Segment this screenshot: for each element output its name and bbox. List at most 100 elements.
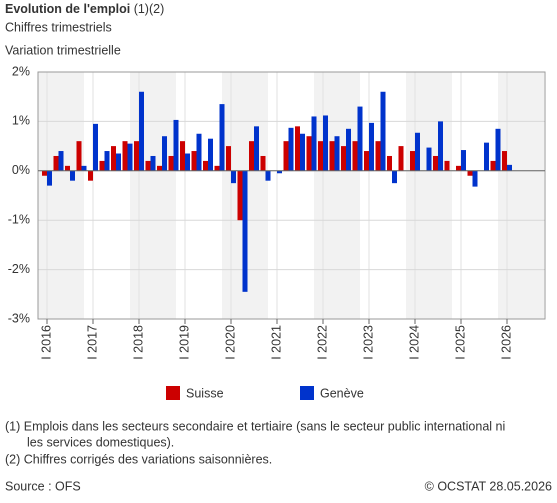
- bar: [180, 141, 185, 171]
- bar: [484, 142, 489, 171]
- bar: [70, 170, 75, 181]
- bar: [341, 146, 346, 171]
- y-tick-label: -2%: [8, 262, 30, 276]
- year-band: [406, 72, 452, 319]
- bar: [76, 141, 82, 171]
- bar: [323, 115, 328, 171]
- x-tick-label: I 2019: [177, 325, 191, 360]
- bar: [139, 91, 144, 171]
- legend-swatch: [300, 386, 314, 400]
- bar: [410, 151, 415, 171]
- bar: [231, 170, 236, 184]
- bar: [495, 128, 501, 171]
- bar: [219, 104, 225, 171]
- bar: [490, 160, 496, 171]
- bar: [438, 121, 443, 171]
- source: Source : OFS: [5, 479, 81, 493]
- bar: [47, 170, 52, 186]
- bar: [311, 116, 317, 171]
- bar: [426, 147, 432, 171]
- bar: [346, 128, 351, 171]
- x-tick-label: I 2026: [499, 325, 513, 360]
- bar: [461, 150, 466, 171]
- bar: [467, 170, 473, 176]
- bar: [380, 91, 386, 171]
- bar: [81, 165, 87, 171]
- note: les services domestiques).: [27, 435, 174, 449]
- chart-title: Evolution de l'emploi (1)(2): [5, 2, 164, 16]
- bar: [329, 141, 335, 171]
- legend-swatch: [166, 386, 180, 400]
- title-note: (1)(2): [134, 2, 165, 16]
- bar: [254, 126, 259, 171]
- bar: [265, 170, 271, 181]
- title-main: Evolution de l'emploi: [5, 2, 130, 16]
- bar: [88, 170, 93, 181]
- bar: [53, 155, 59, 171]
- bar: [208, 138, 213, 171]
- bar: [334, 136, 340, 171]
- bar: [168, 155, 174, 171]
- bar: [364, 151, 369, 171]
- y-tick-label: -3%: [8, 311, 30, 325]
- bar: [369, 122, 374, 171]
- y-axis-label: Variation trimestrielle: [5, 43, 121, 57]
- bar: [58, 151, 64, 171]
- bar: [237, 170, 243, 221]
- subtitle: Chiffres trimestriels: [5, 20, 112, 34]
- bar: [173, 119, 179, 171]
- bar: [134, 141, 139, 171]
- bar: [456, 165, 461, 171]
- x-tick-label: I 2025: [453, 325, 467, 360]
- bar: [306, 136, 312, 171]
- bar: [283, 141, 289, 171]
- bar: [116, 153, 121, 171]
- y-tick-label: 0%: [12, 163, 30, 177]
- bar: [260, 155, 266, 171]
- bar: [398, 146, 404, 171]
- bar: [375, 141, 381, 171]
- bar: [42, 170, 47, 176]
- y-tick-label: 2%: [12, 64, 30, 78]
- bar: [214, 165, 220, 171]
- bar: [93, 123, 98, 171]
- bar: [352, 141, 358, 171]
- bar: [162, 136, 167, 171]
- bar: [127, 143, 133, 171]
- bar: [507, 164, 512, 171]
- bar: [185, 153, 190, 171]
- legend-label: Genève: [320, 386, 364, 400]
- x-tick-label: I 2020: [223, 325, 237, 360]
- x-tick-label: I 2021: [269, 325, 283, 360]
- bar: [295, 126, 300, 171]
- bar: [65, 165, 70, 171]
- bar: [392, 170, 397, 184]
- bar: [111, 146, 116, 171]
- note: (2) Chiffres corrigés des variations sai…: [5, 452, 272, 466]
- bar: [502, 151, 507, 171]
- x-tick-label: I 2023: [361, 325, 375, 360]
- bar: [104, 151, 110, 171]
- x-tick-label: I 2018: [131, 325, 145, 360]
- copyright: © OCSTAT 28.05.2026: [425, 479, 552, 493]
- bar: [242, 170, 248, 292]
- bar: [415, 132, 420, 171]
- bar: [145, 160, 151, 171]
- legend-label: Suisse: [186, 386, 224, 400]
- bar: [288, 127, 294, 171]
- bar: [203, 160, 208, 171]
- x-tick-label: I 2024: [407, 325, 421, 360]
- bar: [318, 141, 323, 171]
- bar: [191, 151, 197, 171]
- y-tick-label: -1%: [8, 212, 30, 226]
- bar: [122, 141, 128, 171]
- year-band: [314, 72, 360, 319]
- plot-frame: [37, 71, 546, 320]
- bar: [150, 155, 156, 171]
- bar: [277, 170, 282, 174]
- bar: [387, 155, 392, 171]
- year-band: [498, 72, 544, 319]
- x-tick-label: I 2016: [39, 325, 53, 360]
- note: (1) Emplois dans les secteurs secondaire…: [5, 419, 505, 433]
